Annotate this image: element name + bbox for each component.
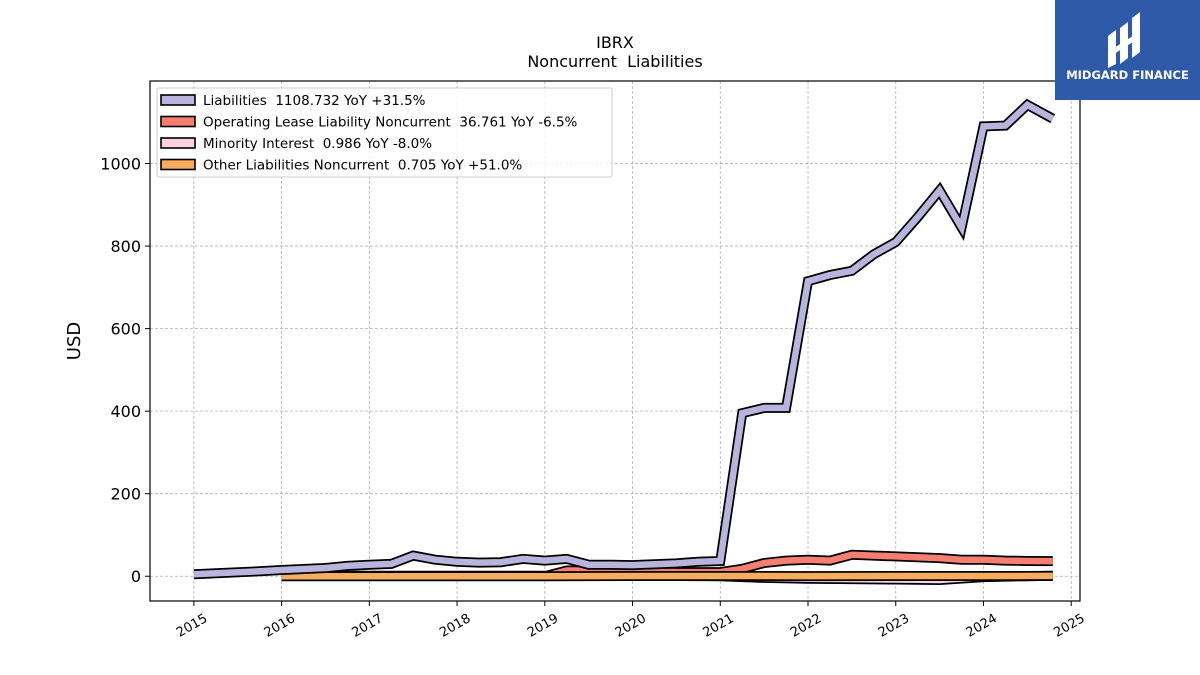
legend-swatch: [160, 137, 196, 149]
x-tick-label: 2024: [964, 611, 1000, 641]
plot-frame: [149, 80, 1081, 602]
series-line: [193, 100, 1055, 578]
brand-logo-name: MIDGARD FINANCE: [1066, 68, 1189, 82]
y-tick-label: 400: [110, 402, 141, 421]
legend-swatch: [160, 115, 196, 128]
x-tick-label: 2021: [700, 611, 736, 641]
x-tick-label: 2018: [437, 611, 473, 641]
x-tick-label: 2023: [876, 611, 912, 641]
x-tick-label: 2016: [262, 611, 298, 641]
x-tick-label: 2015: [174, 611, 210, 641]
x-tick-label: 2020: [613, 611, 649, 641]
x-tick-label: 2019: [525, 611, 561, 641]
y-tick-label: 800: [110, 237, 141, 256]
x-tick-label: 2025: [1051, 611, 1087, 641]
y-axis-label: USD: [64, 322, 85, 360]
x-tick-label: 2022: [788, 611, 824, 641]
legend-label: Operating Lease Liability Noncurrent 36.…: [203, 115, 578, 131]
legend-swatch: [160, 158, 196, 171]
series-lines: [193, 98, 1056, 586]
y-tick-label: 0: [131, 567, 141, 586]
legend-label: Liabilities 1108.732 YoY +31.5%: [203, 93, 426, 109]
brand-logo: MIDGARD FINANCE: [1055, 0, 1200, 100]
midgard-logo-mark-icon: [1108, 12, 1140, 68]
legend-box: [156, 87, 613, 178]
x-tick-label: 2017: [350, 611, 386, 641]
chart-subtitle: Noncurrent Liabilities: [527, 52, 702, 71]
legend-swatch: [160, 94, 196, 106]
y-tick-label: 600: [110, 320, 141, 339]
legend-label: Other Liabilities Noncurrent 0.705 YoY +…: [203, 158, 522, 174]
legend-label: Minority Interest 0.986 YoY -8.0%: [203, 136, 432, 152]
y-tick-label: 200: [110, 485, 141, 504]
chart-title: IBRX: [596, 33, 634, 52]
y-tick-label: 1000: [100, 155, 141, 174]
series-liabilities: [193, 98, 1056, 580]
legend: Liabilities 1108.732 YoY +31.5% Operating…: [156, 87, 613, 178]
